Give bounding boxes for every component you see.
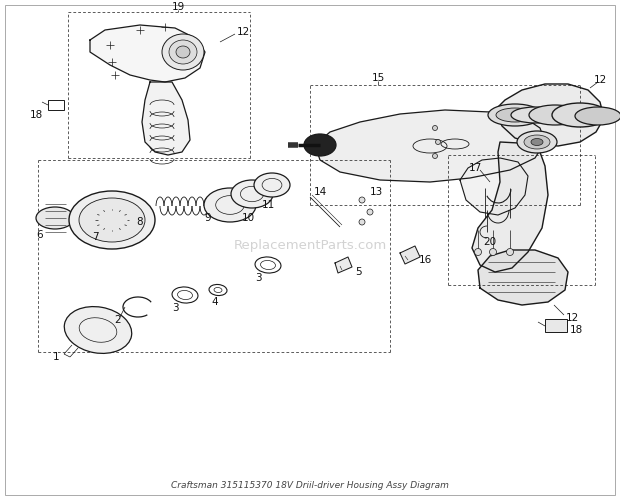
Ellipse shape (359, 197, 365, 203)
Ellipse shape (304, 134, 336, 156)
Polygon shape (478, 250, 568, 305)
Ellipse shape (507, 248, 513, 256)
Ellipse shape (474, 248, 482, 256)
Text: 18: 18 (569, 325, 583, 335)
Ellipse shape (254, 173, 290, 197)
Text: 13: 13 (370, 187, 383, 197)
Text: 5: 5 (355, 267, 361, 277)
Ellipse shape (204, 188, 256, 222)
Text: Craftsman 315115370 18V Driil-driver Housing Assy Diagram: Craftsman 315115370 18V Driil-driver Hou… (171, 482, 449, 490)
Ellipse shape (36, 207, 74, 229)
Ellipse shape (433, 126, 438, 130)
Ellipse shape (64, 306, 131, 354)
Text: 15: 15 (371, 73, 384, 83)
Ellipse shape (433, 154, 438, 158)
Ellipse shape (524, 135, 550, 149)
Text: 4: 4 (211, 297, 218, 307)
Text: 7: 7 (92, 232, 99, 242)
Text: 8: 8 (136, 217, 143, 227)
Polygon shape (142, 82, 190, 155)
Text: 20: 20 (484, 237, 497, 247)
Ellipse shape (367, 209, 373, 215)
Ellipse shape (176, 46, 190, 58)
Ellipse shape (488, 104, 542, 126)
Polygon shape (460, 158, 528, 215)
Ellipse shape (575, 107, 620, 125)
Text: 18: 18 (29, 110, 43, 120)
Ellipse shape (79, 198, 145, 242)
Polygon shape (472, 142, 548, 272)
Text: 3: 3 (172, 303, 179, 313)
Text: 16: 16 (418, 255, 432, 265)
Text: ReplacementParts.com: ReplacementParts.com (233, 238, 387, 252)
Bar (48, 100, 64, 110)
Polygon shape (315, 110, 545, 182)
Bar (545, 319, 567, 332)
Polygon shape (335, 257, 352, 273)
Ellipse shape (231, 180, 273, 208)
Text: 6: 6 (37, 230, 43, 240)
Polygon shape (90, 25, 205, 82)
Text: 2: 2 (115, 315, 122, 325)
Polygon shape (495, 84, 604, 146)
Ellipse shape (529, 105, 581, 125)
Text: 11: 11 (262, 200, 275, 210)
Ellipse shape (531, 138, 543, 145)
Ellipse shape (169, 40, 197, 64)
Text: 9: 9 (205, 213, 211, 223)
Text: 12: 12 (236, 27, 250, 37)
Polygon shape (400, 246, 420, 264)
Ellipse shape (517, 131, 557, 153)
Text: 12: 12 (565, 313, 578, 323)
Ellipse shape (496, 108, 534, 122)
Text: 19: 19 (171, 2, 185, 12)
Ellipse shape (552, 103, 608, 127)
Ellipse shape (490, 248, 497, 256)
Text: 1: 1 (53, 352, 60, 362)
Ellipse shape (162, 34, 204, 70)
Text: 10: 10 (241, 213, 255, 223)
Ellipse shape (359, 219, 365, 225)
Ellipse shape (435, 140, 440, 144)
Text: 12: 12 (593, 75, 606, 85)
Text: 17: 17 (468, 163, 482, 173)
Text: 3: 3 (255, 273, 261, 283)
Ellipse shape (69, 191, 155, 249)
Text: 14: 14 (313, 187, 327, 197)
Ellipse shape (511, 107, 559, 123)
